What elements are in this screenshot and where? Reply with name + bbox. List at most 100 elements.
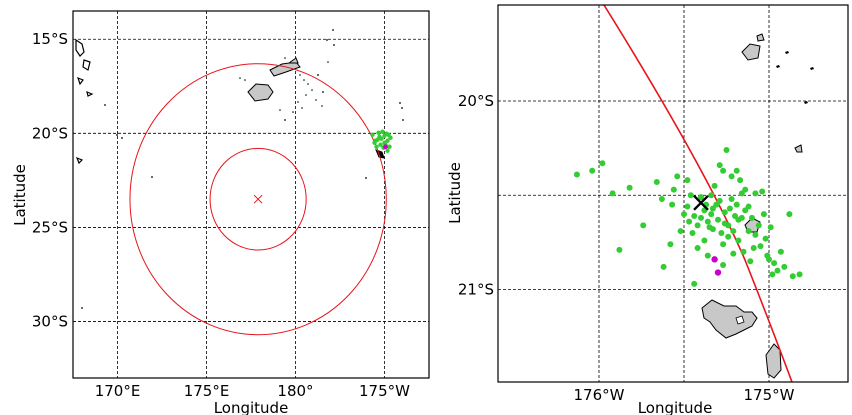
left-small-island-dot <box>121 137 123 139</box>
left-small-island-dot <box>399 102 401 104</box>
right-island-small <box>741 43 761 61</box>
right-green-point <box>747 258 754 265</box>
left-cross-stroke <box>253 194 263 204</box>
left-fiji-small-island <box>244 79 246 81</box>
right-green-point <box>708 211 715 218</box>
left-small-island-dot <box>401 107 403 109</box>
left-fiji-small-island <box>321 105 323 107</box>
right-green-point <box>674 173 681 180</box>
right-green-point <box>691 280 698 287</box>
right-green-point <box>694 222 701 229</box>
right-green-point <box>728 196 735 203</box>
right-green-point <box>774 267 781 274</box>
left-map-frame <box>72 10 430 379</box>
right-green-point <box>698 194 704 201</box>
left-small-island-dot <box>365 177 367 179</box>
right-green-point <box>640 222 647 229</box>
right-green-point <box>694 245 701 252</box>
right-green-point <box>684 203 691 210</box>
right-green-point <box>760 211 767 218</box>
left-fiji-small-island <box>303 79 305 81</box>
right-green-point <box>716 162 723 169</box>
left-map-y-tick-labels: 15°S 20°S 25°S 30°S <box>32 30 68 330</box>
right-green-point <box>789 273 796 280</box>
left-small-island-dot <box>317 74 319 76</box>
right-green-point <box>616 246 623 253</box>
left-fiji-small-island <box>311 89 313 91</box>
right-green-point <box>706 224 713 231</box>
right-green-point <box>708 192 715 199</box>
right-islet <box>785 51 789 54</box>
left-map-epicenter-cross <box>253 194 263 204</box>
left-y-tick-label: 20°S <box>32 124 68 142</box>
left-map-coastlines <box>75 29 404 309</box>
right-green-point <box>653 179 660 186</box>
right-islet <box>804 101 808 104</box>
left-cluster-point <box>374 144 379 149</box>
right-green-point <box>730 228 737 235</box>
right-green-point <box>749 214 755 221</box>
right-green-point <box>757 243 764 250</box>
right-green-point <box>698 214 704 221</box>
right-green-point <box>709 205 716 212</box>
left-map: 170°E 175°E 180° 175°W 15°S 20°S 25°S 30°S Lon… <box>11 10 430 415</box>
right-green-point <box>711 182 718 189</box>
left-island-small <box>86 91 94 97</box>
right-green-point <box>786 211 793 218</box>
right-green-point <box>752 231 759 238</box>
left-small-island-dot <box>332 29 334 31</box>
left-cluster-point <box>387 144 392 149</box>
left-x-tick-label: 180° <box>277 382 313 400</box>
right-green-point <box>766 256 772 263</box>
right-map-xlabel: Longitude <box>638 399 713 415</box>
right-green-point <box>718 229 725 236</box>
right-green-point <box>735 237 742 244</box>
left-small-island-dot <box>322 91 324 93</box>
right-green-point <box>691 212 698 219</box>
left-distance-circle <box>129 63 387 336</box>
right-green-point <box>725 233 732 240</box>
right-green-point <box>720 261 727 268</box>
right-green-point <box>677 228 684 235</box>
right-island-tongatapu <box>701 299 758 339</box>
right-green-point <box>626 184 633 191</box>
right-green-point <box>658 196 665 203</box>
right-green-point <box>726 205 733 212</box>
left-map-distance-circles <box>129 63 387 336</box>
left-cluster-point <box>372 140 377 145</box>
right-green-point <box>752 190 759 197</box>
right-green-point <box>762 235 769 242</box>
right-green-point <box>755 222 762 229</box>
right-green-point <box>769 271 776 278</box>
left-y-tick-label: 15°S <box>32 30 68 48</box>
right-map-distance-arc <box>603 5 793 382</box>
right-green-point <box>660 263 667 270</box>
right-green-point <box>733 167 740 174</box>
right-green-point <box>771 260 778 267</box>
left-fiji-small-island <box>327 61 329 63</box>
right-green-point <box>742 186 749 193</box>
right-map-islands <box>701 33 814 379</box>
right-green-point <box>704 252 711 259</box>
right-green-point <box>669 201 676 208</box>
right-green-point <box>589 167 596 174</box>
right-green-point <box>684 177 691 184</box>
left-small-island-dot <box>284 119 286 121</box>
right-map-magenta-points <box>711 256 722 276</box>
left-small-island-dot <box>326 39 328 41</box>
left-distance-circle <box>209 147 307 251</box>
right-green-point <box>740 248 747 255</box>
left-cluster-magenta-point <box>383 144 388 150</box>
right-island-eua <box>765 343 782 379</box>
right-map-x-tick-labels: 176°W 175°W <box>574 386 795 404</box>
left-island-small <box>75 156 84 165</box>
right-green-point <box>730 250 737 257</box>
right-green-point <box>759 188 766 195</box>
left-fiji-small-island <box>284 57 286 59</box>
right-map-y-tick-labels: 20°S 21°S <box>458 92 494 299</box>
right-green-point <box>670 186 677 193</box>
right-green-point <box>715 216 721 223</box>
left-small-island-dot <box>104 104 106 106</box>
left-fiji-small-island <box>301 107 303 109</box>
